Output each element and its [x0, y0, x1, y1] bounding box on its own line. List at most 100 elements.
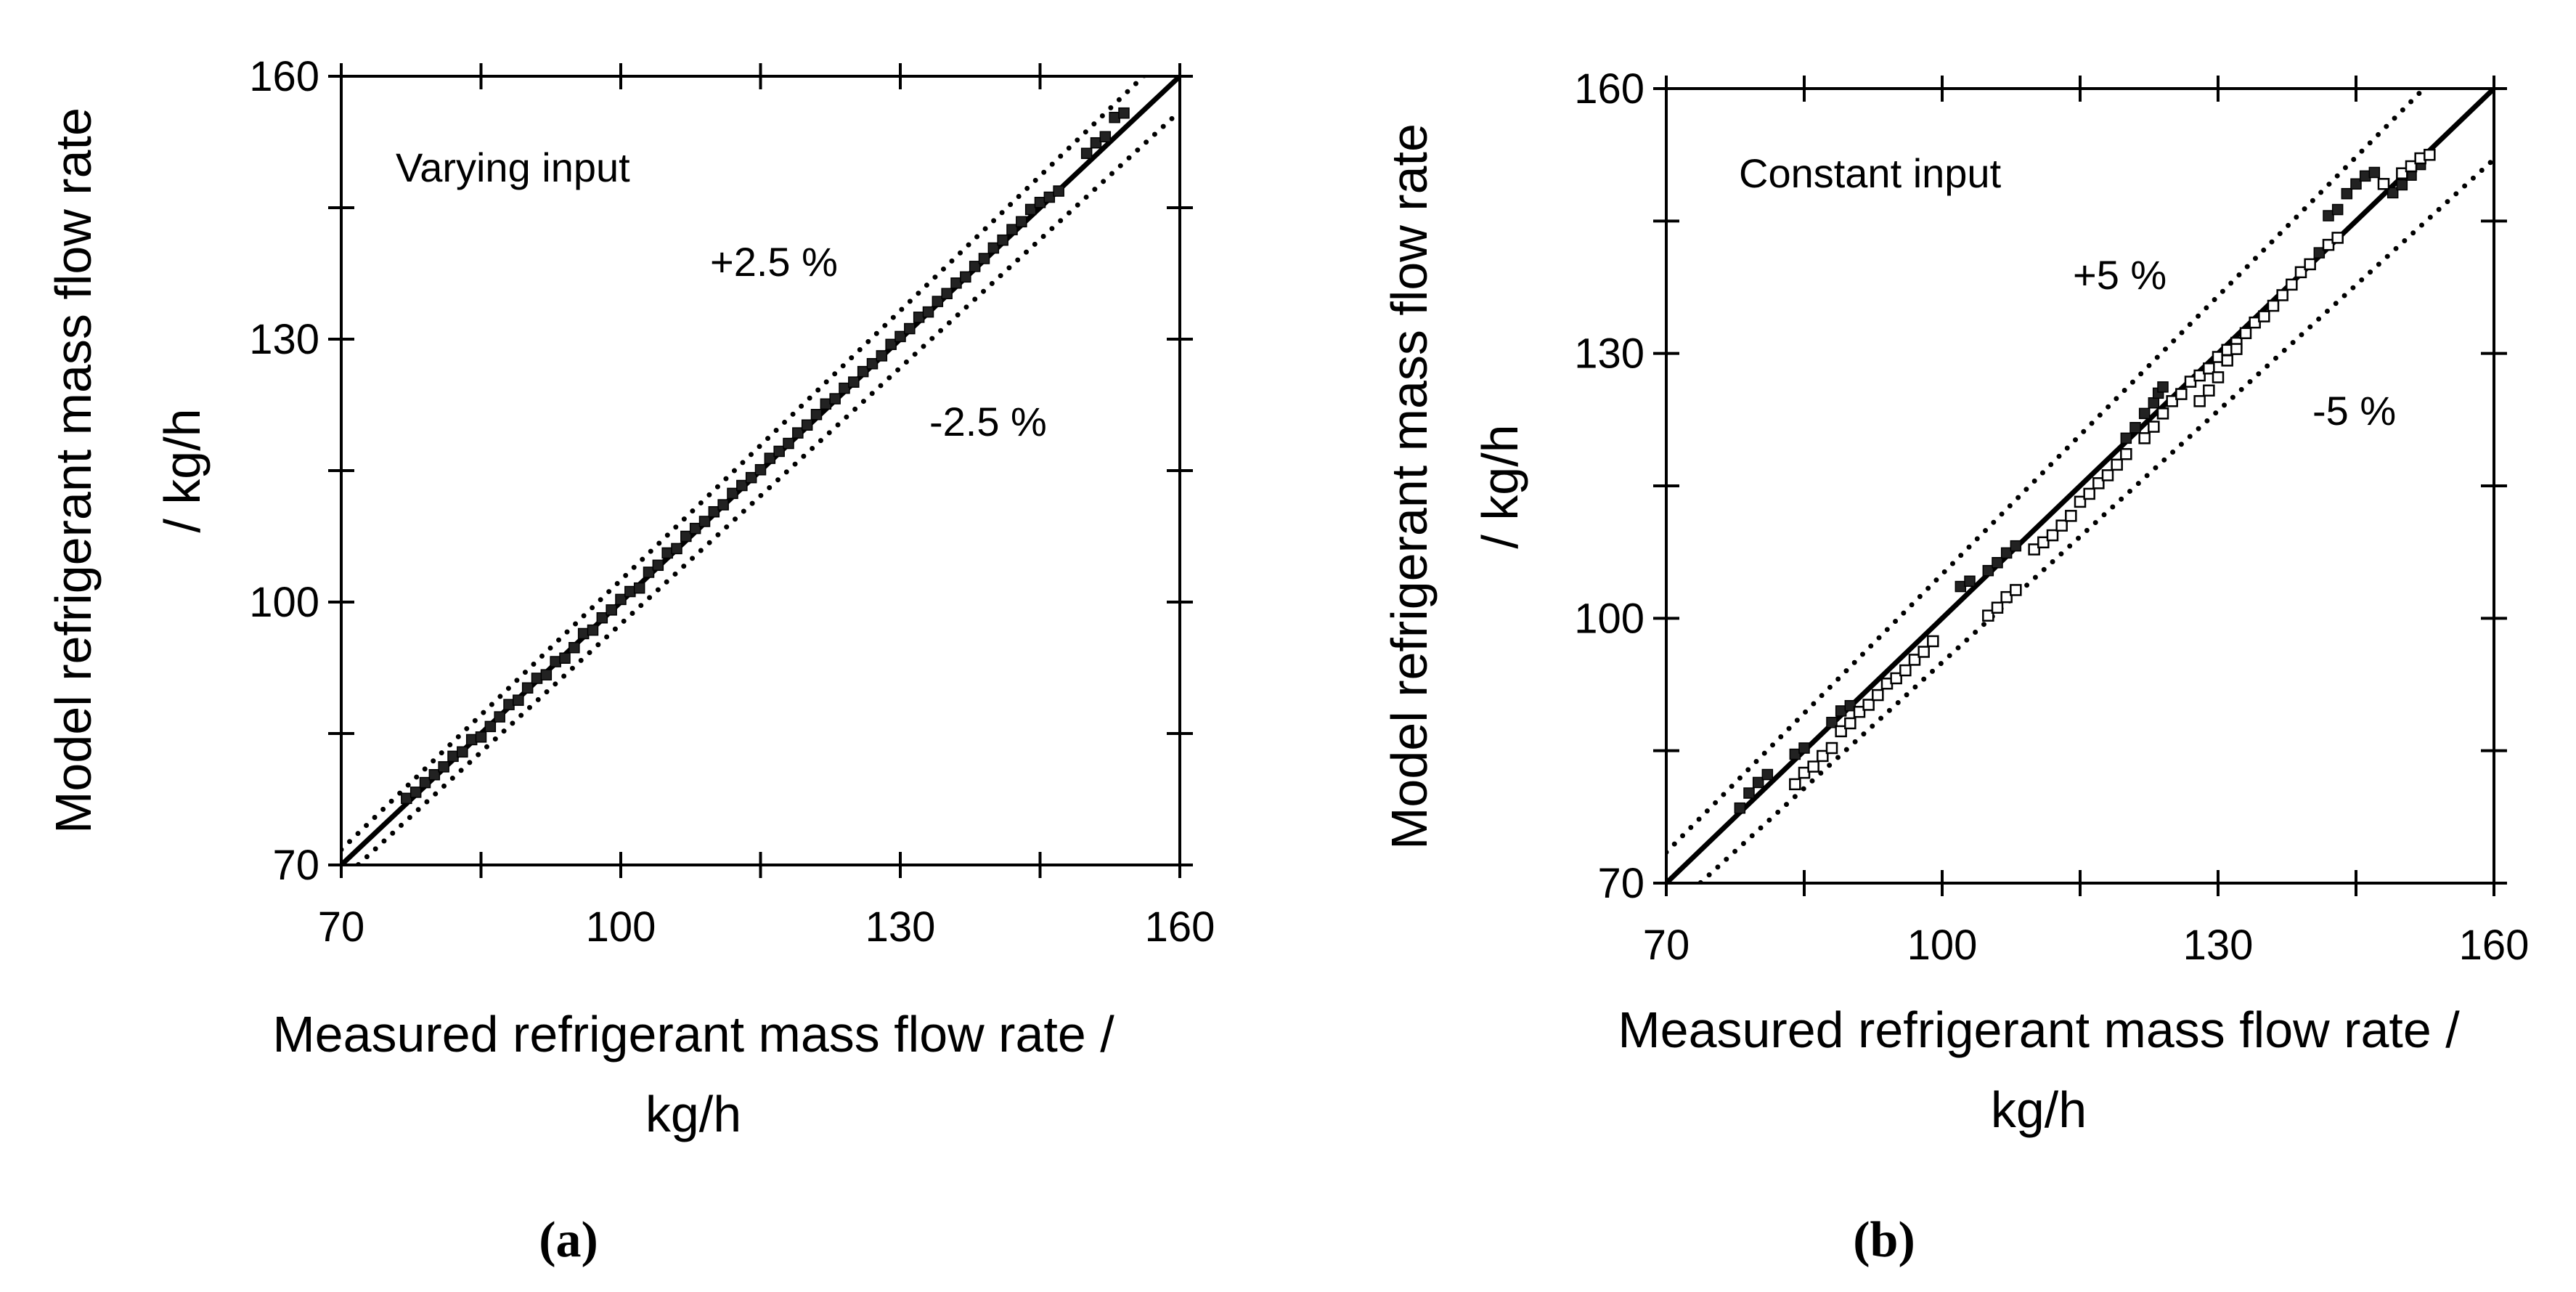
- data-point-b-s1-25: [2074, 495, 2087, 508]
- data-point-a-s0-59: [950, 277, 962, 289]
- data-point-b-s1-15: [1927, 635, 1939, 648]
- data-point-b-s0-26: [2359, 170, 2371, 182]
- data-point-a-s0-27: [652, 559, 664, 572]
- data-point-a-s0-42: [792, 427, 804, 439]
- data-point-b-s0-4: [1789, 748, 1801, 760]
- chart-title-b: Constant input: [1739, 150, 2002, 196]
- y-tick-label-b-100: 100: [1574, 595, 1644, 642]
- data-point-b-s1-0: [1789, 778, 1801, 791]
- data-point-a-s0-10: [494, 711, 505, 723]
- data-point-b-s1-5: [1835, 725, 1847, 738]
- tick-labels-a: 70 100 130 160 70 100 130 160: [249, 53, 1215, 951]
- upper-line-a: [341, 76, 1147, 853]
- data-point-a-s0-70: [1053, 185, 1064, 197]
- data-point-a-s0-37: [745, 471, 757, 484]
- data-point-b-s1-30: [2120, 447, 2132, 460]
- data-point-a-s0-46: [829, 393, 841, 405]
- data-point-a-s0-3: [428, 768, 441, 781]
- data-point-a-s0-1: [409, 787, 422, 798]
- data-point-b-s1-34: [2166, 395, 2178, 407]
- data-point-a-s0-29: [671, 543, 682, 555]
- data-point-b-s1-16: [1982, 609, 1994, 622]
- data-point-b-s1-57: [2377, 178, 2390, 190]
- data-point-b-s0-14: [2010, 540, 2022, 552]
- data-point-a-s0-56: [922, 306, 934, 318]
- data-point-b-s0-7: [1835, 705, 1847, 717]
- lower-line-a: [354, 108, 1180, 865]
- data-point-b-s0-24: [2341, 187, 2353, 200]
- axis-ticks-b: [1653, 76, 2507, 896]
- data-point-b-s0-17: [2138, 407, 2151, 420]
- data-point-b-s1-18: [2000, 590, 2013, 604]
- data-point-b-s0-20: [2157, 381, 2169, 393]
- data-point-a-s0-54: [904, 322, 916, 335]
- data-point-b-s1-13: [1908, 654, 1921, 666]
- data-point-a-s0-18: [568, 641, 580, 654]
- data-point-a-s0-40: [773, 445, 785, 458]
- data-point-a-s0-69: [1043, 191, 1056, 203]
- data-point-b-s1-29: [2111, 458, 2123, 471]
- data-point-a-s0-68: [1034, 197, 1046, 208]
- data-point-a-s0-30: [680, 530, 692, 543]
- data-point-a-s0-65: [1006, 224, 1018, 235]
- data-point-a-s0-61: [969, 261, 981, 272]
- y-tick-label-a-70: 70: [272, 842, 319, 889]
- data-point-b-s1-17: [1991, 601, 2004, 614]
- data-point-a-s0-23: [615, 593, 627, 606]
- data-point-b-s1-4: [1825, 742, 1838, 755]
- data-point-a-s0-48: [848, 376, 860, 388]
- lower-bound-label-b: -5 %: [2312, 388, 2396, 434]
- data-point-a-s0-52: [885, 338, 897, 350]
- data-point-b-s1-47: [2286, 278, 2298, 291]
- data-point-a-s0-25: [633, 582, 645, 594]
- data-points-a: [401, 107, 1130, 805]
- data-point-b-s1-37: [2193, 369, 2206, 382]
- data-point-a-s0-12: [513, 694, 524, 706]
- data-point-a-s0-58: [941, 288, 953, 300]
- data-point-b-s1-23: [2055, 519, 2068, 532]
- data-point-a-s0-8: [475, 731, 487, 743]
- data-point-b-s0-16: [2129, 422, 2141, 434]
- data-point-b-s1-2: [1807, 760, 1819, 773]
- data-point-b-s1-7: [1853, 705, 1866, 718]
- x-tick-label-b-130: 130: [2183, 922, 2254, 969]
- x-axis-label-b-line1: Measured refrigerant mass flow rate /: [1618, 1001, 2460, 1058]
- data-point-b-s0-10: [1964, 575, 1976, 588]
- data-point-a-s0-21: [596, 612, 608, 624]
- data-point-a-s0-71: [1080, 147, 1093, 159]
- data-point-a-s0-24: [624, 585, 636, 598]
- data-point-b-s1-54: [2230, 343, 2243, 355]
- data-point-a-s0-60: [960, 271, 971, 283]
- data-point-b-s0-13: [2000, 547, 2013, 559]
- chart-panel-a: 70 100 130 160 70 100 130 160 Varying input +2.…: [45, 53, 1215, 1268]
- data-point-b-s1-3: [1817, 749, 1829, 763]
- data-point-b-s1-44: [2258, 310, 2270, 322]
- y-tick-label-a-100: 100: [249, 579, 319, 626]
- data-point-b-s0-27: [2368, 166, 2381, 179]
- x-tick-label-a-160: 160: [1145, 903, 1215, 951]
- data-point-a-s0-34: [717, 499, 729, 511]
- data-point-b-s0-5: [1798, 742, 1810, 754]
- data-point-a-s0-7: [465, 734, 478, 746]
- data-point-b-s1-46: [2276, 289, 2288, 301]
- data-point-a-s0-22: [606, 604, 617, 616]
- data-point-a-s0-13: [521, 682, 534, 694]
- y-tick-label-a-130: 130: [249, 316, 319, 363]
- data-point-a-s0-53: [894, 330, 906, 343]
- data-point-a-s0-67: [1024, 203, 1037, 216]
- data-point-b-s1-49: [2304, 258, 2316, 271]
- data-point-a-s0-15: [540, 669, 553, 680]
- data-point-b-s1-61: [2424, 148, 2436, 161]
- upper-bound-label-a: +2.5 %: [710, 239, 838, 285]
- data-point-b-s1-24: [2065, 510, 2077, 522]
- data-point-a-s0-33: [708, 505, 720, 518]
- data-point-b-s1-27: [2092, 477, 2105, 489]
- data-point-a-s0-49: [857, 365, 869, 378]
- data-point-a-s0-28: [661, 547, 673, 559]
- y-tick-label-a-160: 160: [249, 53, 319, 100]
- data-point-b-s1-50: [2193, 395, 2206, 407]
- data-point-b-s0-1: [1743, 787, 1755, 799]
- data-point-b-s1-42: [2239, 327, 2252, 339]
- data-point-a-s0-51: [876, 350, 888, 362]
